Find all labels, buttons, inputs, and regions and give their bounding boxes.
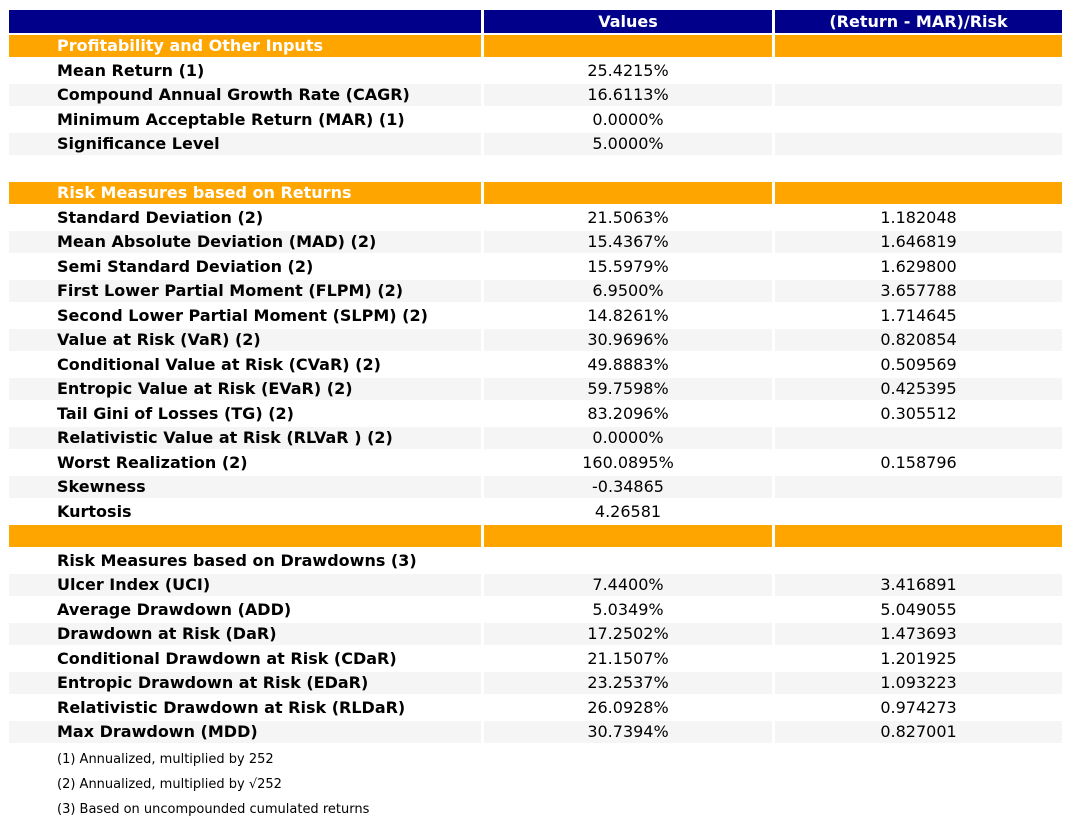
risk-report: Values (Return - MAR)/Risk Profitability…	[9, 10, 1062, 822]
metric-ratio: 3.416891	[775, 573, 1062, 596]
section-values-cell	[484, 524, 772, 547]
metric-label: First Lower Partial Moment (FLPM) (2)	[9, 279, 481, 302]
metric-value: 4.26581	[484, 500, 772, 523]
metric-label: Minimum Acceptable Return (MAR) (1)	[9, 108, 481, 131]
metric-ratio: 5.049055	[775, 598, 1062, 621]
column-header-values: Values	[484, 10, 772, 33]
section-ratio-cell	[775, 181, 1062, 204]
metric-value: 21.5063%	[484, 206, 772, 229]
metric-ratio	[775, 132, 1062, 155]
metric-value: 15.4367%	[484, 230, 772, 253]
metric-value: 21.1507%	[484, 647, 772, 670]
metric-ratio: 1.629800	[775, 255, 1062, 278]
metric-ratio	[775, 500, 1062, 523]
metric-value: 83.2096%	[484, 402, 772, 425]
metric-ratio	[775, 475, 1062, 498]
metric-value	[484, 549, 772, 572]
metric-value: 7.4400%	[484, 573, 772, 596]
metric-value: 30.9696%	[484, 328, 772, 351]
metric-ratio	[775, 108, 1062, 131]
metric-ratio	[775, 426, 1062, 449]
metric-ratio: 1.182048	[775, 206, 1062, 229]
section-ratio-cell	[775, 34, 1062, 57]
subsection-title: Risk Measures based on Drawdowns (3)	[9, 549, 481, 572]
section-title: Risk Measures based on Returns	[9, 181, 481, 204]
metric-ratio	[775, 83, 1062, 106]
metric-ratio: 3.657788	[775, 279, 1062, 302]
metric-ratio: 0.509569	[775, 353, 1062, 376]
metric-ratio	[775, 59, 1062, 82]
section-values-cell	[484, 34, 772, 57]
metric-label: Drawdown at Risk (DaR)	[9, 622, 481, 645]
metric-value: 14.8261%	[484, 304, 772, 327]
metric-label: Conditional Value at Risk (CVaR) (2)	[9, 353, 481, 376]
metric-value: 49.8883%	[484, 353, 772, 376]
metric-ratio: 0.305512	[775, 402, 1062, 425]
metric-label: Average Drawdown (ADD)	[9, 598, 481, 621]
metric-label: Entropic Drawdown at Risk (EDaR)	[9, 671, 481, 694]
metric-value: 0.0000%	[484, 426, 772, 449]
metric-value: -0.34865	[484, 475, 772, 498]
section-title	[9, 524, 481, 547]
metric-ratio: 0.974273	[775, 696, 1062, 719]
metric-value: 23.2537%	[484, 671, 772, 694]
metric-label: Value at Risk (VaR) (2)	[9, 328, 481, 351]
metric-ratio: 0.158796	[775, 451, 1062, 474]
metric-ratio: 0.827001	[775, 720, 1062, 743]
section-ratio-cell	[775, 524, 1062, 547]
metric-label: Mean Absolute Deviation (MAD) (2)	[9, 230, 481, 253]
metric-label: Significance Level	[9, 132, 481, 155]
metric-value: 59.7598%	[484, 377, 772, 400]
metric-value: 15.5979%	[484, 255, 772, 278]
metric-value: 16.6113%	[484, 83, 772, 106]
metric-ratio: 0.820854	[775, 328, 1062, 351]
metric-value: 160.0895%	[484, 451, 772, 474]
metric-ratio: 1.646819	[775, 230, 1062, 253]
footnote-1: (1) Annualized, multiplied by 252	[57, 752, 274, 767]
metric-value: 0.0000%	[484, 108, 772, 131]
metric-ratio	[775, 549, 1062, 572]
metric-label: Second Lower Partial Moment (SLPM) (2)	[9, 304, 481, 327]
metric-label: Relativistic Drawdown at Risk (RLDaR)	[9, 696, 481, 719]
metric-label: Compound Annual Growth Rate (CAGR)	[9, 83, 481, 106]
metric-label: Relativistic Value at Risk (RLVaR ) (2)	[9, 426, 481, 449]
metric-label: Standard Deviation (2)	[9, 206, 481, 229]
metric-label: Conditional Drawdown at Risk (CDaR)	[9, 647, 481, 670]
metric-value: 30.7394%	[484, 720, 772, 743]
metric-ratio: 1.093223	[775, 671, 1062, 694]
column-header-empty	[9, 10, 481, 33]
column-header-return-mar-risk: (Return - MAR)/Risk	[775, 10, 1062, 33]
risk-metrics-table: Values (Return - MAR)/Risk Profitability…	[9, 10, 1062, 743]
metric-label: Kurtosis	[9, 500, 481, 523]
metric-value: 5.0000%	[484, 132, 772, 155]
section-spacer	[9, 157, 1062, 180]
metric-ratio: 1.473693	[775, 622, 1062, 645]
section-title: Profitability and Other Inputs	[9, 34, 481, 57]
metric-ratio: 1.714645	[775, 304, 1062, 327]
metric-label: Skewness	[9, 475, 481, 498]
metric-value: 25.4215%	[484, 59, 772, 82]
metric-ratio: 0.425395	[775, 377, 1062, 400]
metric-value: 17.2502%	[484, 622, 772, 645]
metric-label: Ulcer Index (UCI)	[9, 573, 481, 596]
metric-value: 26.0928%	[484, 696, 772, 719]
metric-ratio: 1.201925	[775, 647, 1062, 670]
metric-value: 5.0349%	[484, 598, 772, 621]
footnotes: (1) Annualized, multiplied by 252 (2) An…	[9, 747, 1062, 822]
section-values-cell	[484, 181, 772, 204]
metric-label: Entropic Value at Risk (EVaR) (2)	[9, 377, 481, 400]
metric-label: Max Drawdown (MDD)	[9, 720, 481, 743]
metric-label: Tail Gini of Losses (TG) (2)	[9, 402, 481, 425]
metric-label: Worst Realization (2)	[9, 451, 481, 474]
metric-label: Semi Standard Deviation (2)	[9, 255, 481, 278]
metric-value: 6.9500%	[484, 279, 772, 302]
footnote-2: (2) Annualized, multiplied by √252	[57, 777, 282, 792]
footnote-3: (3) Based on uncompounded cumulated retu…	[57, 802, 370, 817]
metric-label: Mean Return (1)	[9, 59, 481, 82]
